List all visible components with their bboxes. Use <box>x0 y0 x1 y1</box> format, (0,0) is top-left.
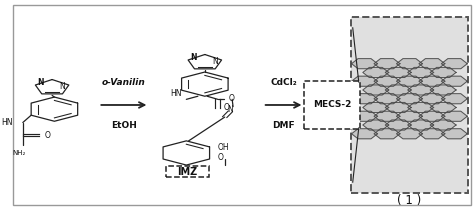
Text: HN: HN <box>1 118 13 127</box>
Polygon shape <box>441 76 467 86</box>
Polygon shape <box>441 94 467 104</box>
Text: MECS-2: MECS-2 <box>313 100 351 109</box>
Text: N: N <box>228 105 233 114</box>
Polygon shape <box>396 59 422 69</box>
Text: O: O <box>223 103 229 112</box>
Polygon shape <box>352 111 377 121</box>
FancyBboxPatch shape <box>351 17 467 193</box>
Polygon shape <box>374 76 400 86</box>
FancyBboxPatch shape <box>304 81 360 129</box>
Polygon shape <box>396 129 422 139</box>
Polygon shape <box>419 129 445 139</box>
Text: O: O <box>218 153 224 162</box>
Polygon shape <box>396 76 422 86</box>
Polygon shape <box>374 129 400 139</box>
Text: IMZ: IMZ <box>177 167 197 177</box>
Polygon shape <box>441 111 467 121</box>
Polygon shape <box>430 102 456 113</box>
Text: OH: OH <box>218 143 229 152</box>
Polygon shape <box>363 120 389 130</box>
Polygon shape <box>419 94 445 104</box>
Polygon shape <box>396 111 422 121</box>
Polygon shape <box>430 67 456 77</box>
FancyBboxPatch shape <box>13 5 471 205</box>
Polygon shape <box>419 59 445 69</box>
Polygon shape <box>363 67 389 77</box>
Polygon shape <box>419 76 445 86</box>
Text: CdCl₂: CdCl₂ <box>270 77 297 87</box>
Text: ( 1 ): ( 1 ) <box>397 194 421 207</box>
Polygon shape <box>385 102 411 113</box>
Polygon shape <box>408 120 434 130</box>
FancyBboxPatch shape <box>166 166 209 177</box>
Polygon shape <box>363 102 389 113</box>
Text: DMF: DMF <box>272 121 295 130</box>
Polygon shape <box>352 94 377 104</box>
Text: EtOH: EtOH <box>111 121 137 130</box>
Polygon shape <box>352 76 377 86</box>
Text: N: N <box>37 78 44 87</box>
Polygon shape <box>385 67 411 77</box>
Text: NH₂: NH₂ <box>12 150 26 156</box>
Polygon shape <box>408 102 434 113</box>
Polygon shape <box>408 67 434 77</box>
Polygon shape <box>441 129 467 139</box>
Text: O: O <box>228 94 234 103</box>
Polygon shape <box>396 94 422 104</box>
Polygon shape <box>385 120 411 130</box>
Text: HN: HN <box>170 89 182 98</box>
Text: o-Vanilin: o-Vanilin <box>102 77 146 87</box>
Polygon shape <box>385 85 411 95</box>
Polygon shape <box>363 85 389 95</box>
Text: N: N <box>212 57 218 66</box>
Polygon shape <box>419 111 445 121</box>
Polygon shape <box>430 120 456 130</box>
Text: O: O <box>45 131 50 139</box>
Polygon shape <box>374 94 400 104</box>
Text: N: N <box>59 82 65 91</box>
Polygon shape <box>352 59 377 69</box>
Polygon shape <box>374 111 400 121</box>
Polygon shape <box>352 129 377 139</box>
Polygon shape <box>441 59 467 69</box>
Polygon shape <box>408 85 434 95</box>
Text: N: N <box>190 53 197 62</box>
Polygon shape <box>374 59 400 69</box>
Polygon shape <box>430 85 456 95</box>
